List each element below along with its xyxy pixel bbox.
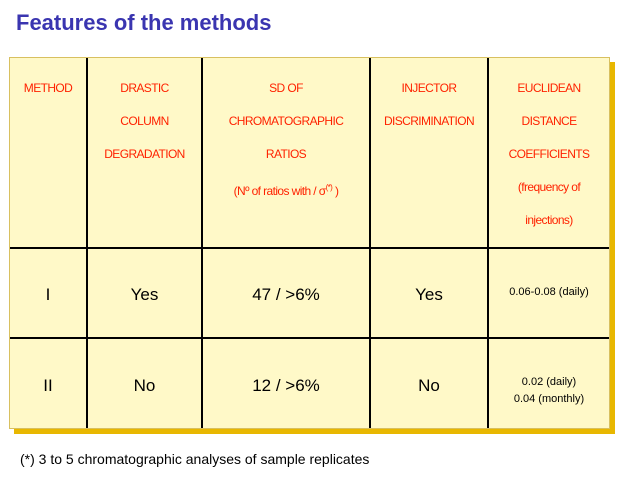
column-divider: [487, 58, 489, 428]
column-divider: [201, 58, 203, 428]
page-title: Features of the methods: [16, 10, 272, 35]
features-table: METHOD DRASTIC COLUMN DEGRADATION SD OF …: [9, 57, 610, 429]
header-sd: SD OF CHROMATOGRAPHIC RATIOS (Nº of rati…: [203, 72, 369, 208]
row1-injector: Yes: [415, 285, 443, 304]
row1-method: I: [45, 285, 51, 304]
row2-euclidean: 0.02 (daily) 0.04 (monthly): [513, 376, 585, 405]
footnote: (*) 3 to 5 chromatographic analyses of s…: [20, 451, 370, 467]
row1-euclidean: 0.06-0.08 (daily): [509, 286, 589, 298]
column-divider: [86, 58, 88, 428]
row2-injector: No: [418, 376, 440, 395]
row1-sd: 47 / >6%: [252, 285, 320, 304]
row-divider: [10, 337, 609, 339]
header-degradation: DRASTIC COLUMN DEGRADATION: [104, 81, 185, 161]
row-divider: [10, 247, 609, 249]
header-euclidean: EUCLIDEAN DISTANCE COEFFICIENTS (frequen…: [508, 81, 590, 227]
header-method: METHOD: [23, 81, 73, 95]
row2-sd: 12 / >6%: [252, 376, 320, 395]
column-divider: [369, 58, 371, 428]
row1-degradation: Yes: [130, 285, 159, 304]
row2-method: II: [43, 376, 53, 395]
header-sd-note: (Nº of ratios with / σ(*) ): [233, 183, 339, 198]
row2-degradation: No: [133, 376, 156, 395]
header-injector: INJECTOR DISCRIMINATION: [383, 81, 475, 128]
